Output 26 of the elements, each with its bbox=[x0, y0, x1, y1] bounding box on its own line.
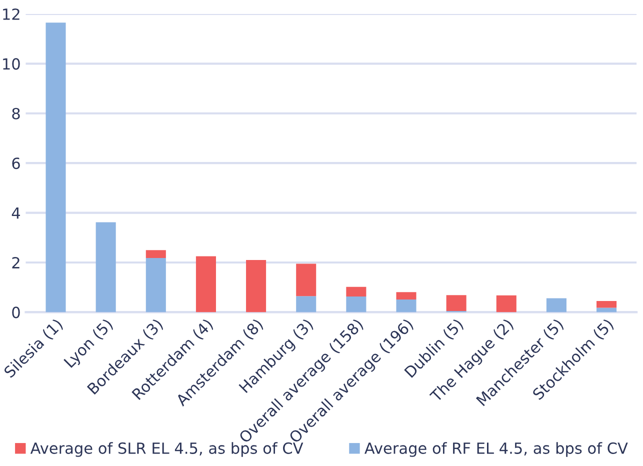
bar bbox=[46, 22, 66, 312]
bar bbox=[296, 264, 316, 296]
y-tick-label: 8 bbox=[12, 108, 20, 120]
bar bbox=[96, 222, 116, 312]
bar bbox=[396, 300, 416, 312]
legend-label: Average of SLR EL 4.5, as bps of CV bbox=[30, 442, 304, 457]
bar bbox=[146, 258, 166, 312]
y-tick-label: 10 bbox=[3, 58, 20, 70]
bar bbox=[596, 308, 617, 312]
bar bbox=[346, 296, 366, 312]
bar bbox=[296, 296, 316, 312]
y-tick-label: 0 bbox=[12, 306, 20, 318]
y-tick-label: 2 bbox=[12, 256, 20, 268]
y-tick-label: 12 bbox=[3, 8, 20, 20]
legend-label: Average of RF EL 4.5, as bps of CV bbox=[364, 442, 628, 457]
bar bbox=[196, 256, 216, 312]
bar bbox=[446, 295, 466, 311]
y-tick-label: 4 bbox=[12, 207, 20, 219]
bar bbox=[146, 250, 166, 258]
bar bbox=[346, 286, 366, 297]
bar bbox=[546, 298, 566, 312]
bar bbox=[396, 292, 416, 300]
bar bbox=[596, 301, 617, 308]
bar bbox=[246, 260, 266, 312]
y-tick-label: 6 bbox=[12, 158, 20, 170]
bar bbox=[496, 295, 516, 312]
